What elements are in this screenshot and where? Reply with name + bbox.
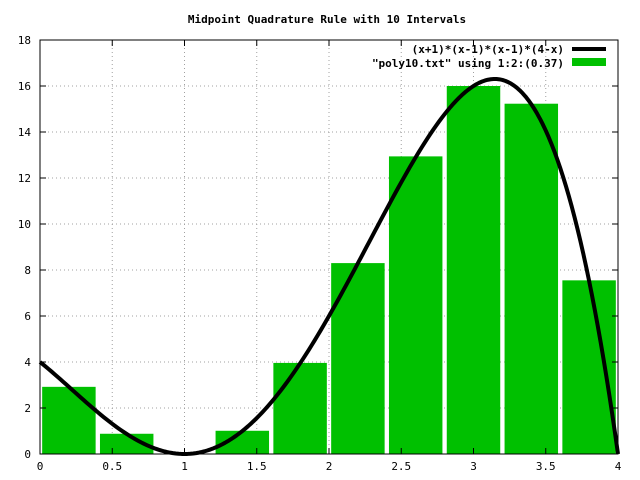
x-tick-label: 3 (470, 460, 477, 473)
x-tick-label: 3.5 (536, 460, 556, 473)
bar (562, 280, 616, 454)
axes: 0 0.5 1 1.5 2 2.5 3 3.5 4 0 2 4 6 8 10 12 14 16 18 (18, 34, 622, 473)
bar (504, 103, 559, 455)
x-tick-label: 1.5 (247, 460, 267, 473)
chart-title: Midpoint Quadrature Rule with 10 Interva… (188, 13, 466, 26)
y-tick-label: 10 (18, 218, 31, 231)
x-tick-label: 0 (37, 460, 44, 473)
series-line (38, 76, 620, 456)
y-tick-label: 8 (24, 264, 31, 277)
x-tick-label: 4 (615, 460, 622, 473)
x-tick-label: 2 (326, 460, 333, 473)
x-tick-label: 0.5 (102, 460, 122, 473)
y-tick-label: 6 (24, 310, 31, 323)
bar (42, 386, 96, 454)
legend-swatch-bars (572, 58, 606, 66)
legend: (x+1)*(x-1)*(x-1)*(4-x)"poly10.txt" usin… (372, 43, 606, 70)
bar (215, 430, 270, 454)
legend-label-curve: (x+1)*(x-1)*(x-1)*(4-x) (412, 43, 564, 56)
legend-label-bars: "poly10.txt" using 1:2:(0.37) (372, 57, 564, 70)
y-tick-label: 4 (24, 356, 31, 369)
grid (40, 40, 618, 454)
y-tick-label: 14 (18, 126, 32, 139)
bar (99, 433, 154, 454)
bar (273, 362, 327, 454)
x-tick-label: 1 (181, 460, 188, 473)
bars (42, 86, 616, 455)
y-tick-label: 18 (18, 34, 31, 47)
y-tick-label: 12 (18, 172, 31, 185)
y-tick-label: 0 (24, 448, 31, 461)
bar (331, 263, 385, 454)
x-tick-label: 2.5 (391, 460, 411, 473)
bar (446, 86, 501, 454)
curve (38, 76, 620, 456)
bar (388, 156, 443, 454)
y-tick-label: 2 (24, 402, 31, 415)
y-tick-label: 16 (18, 80, 31, 93)
